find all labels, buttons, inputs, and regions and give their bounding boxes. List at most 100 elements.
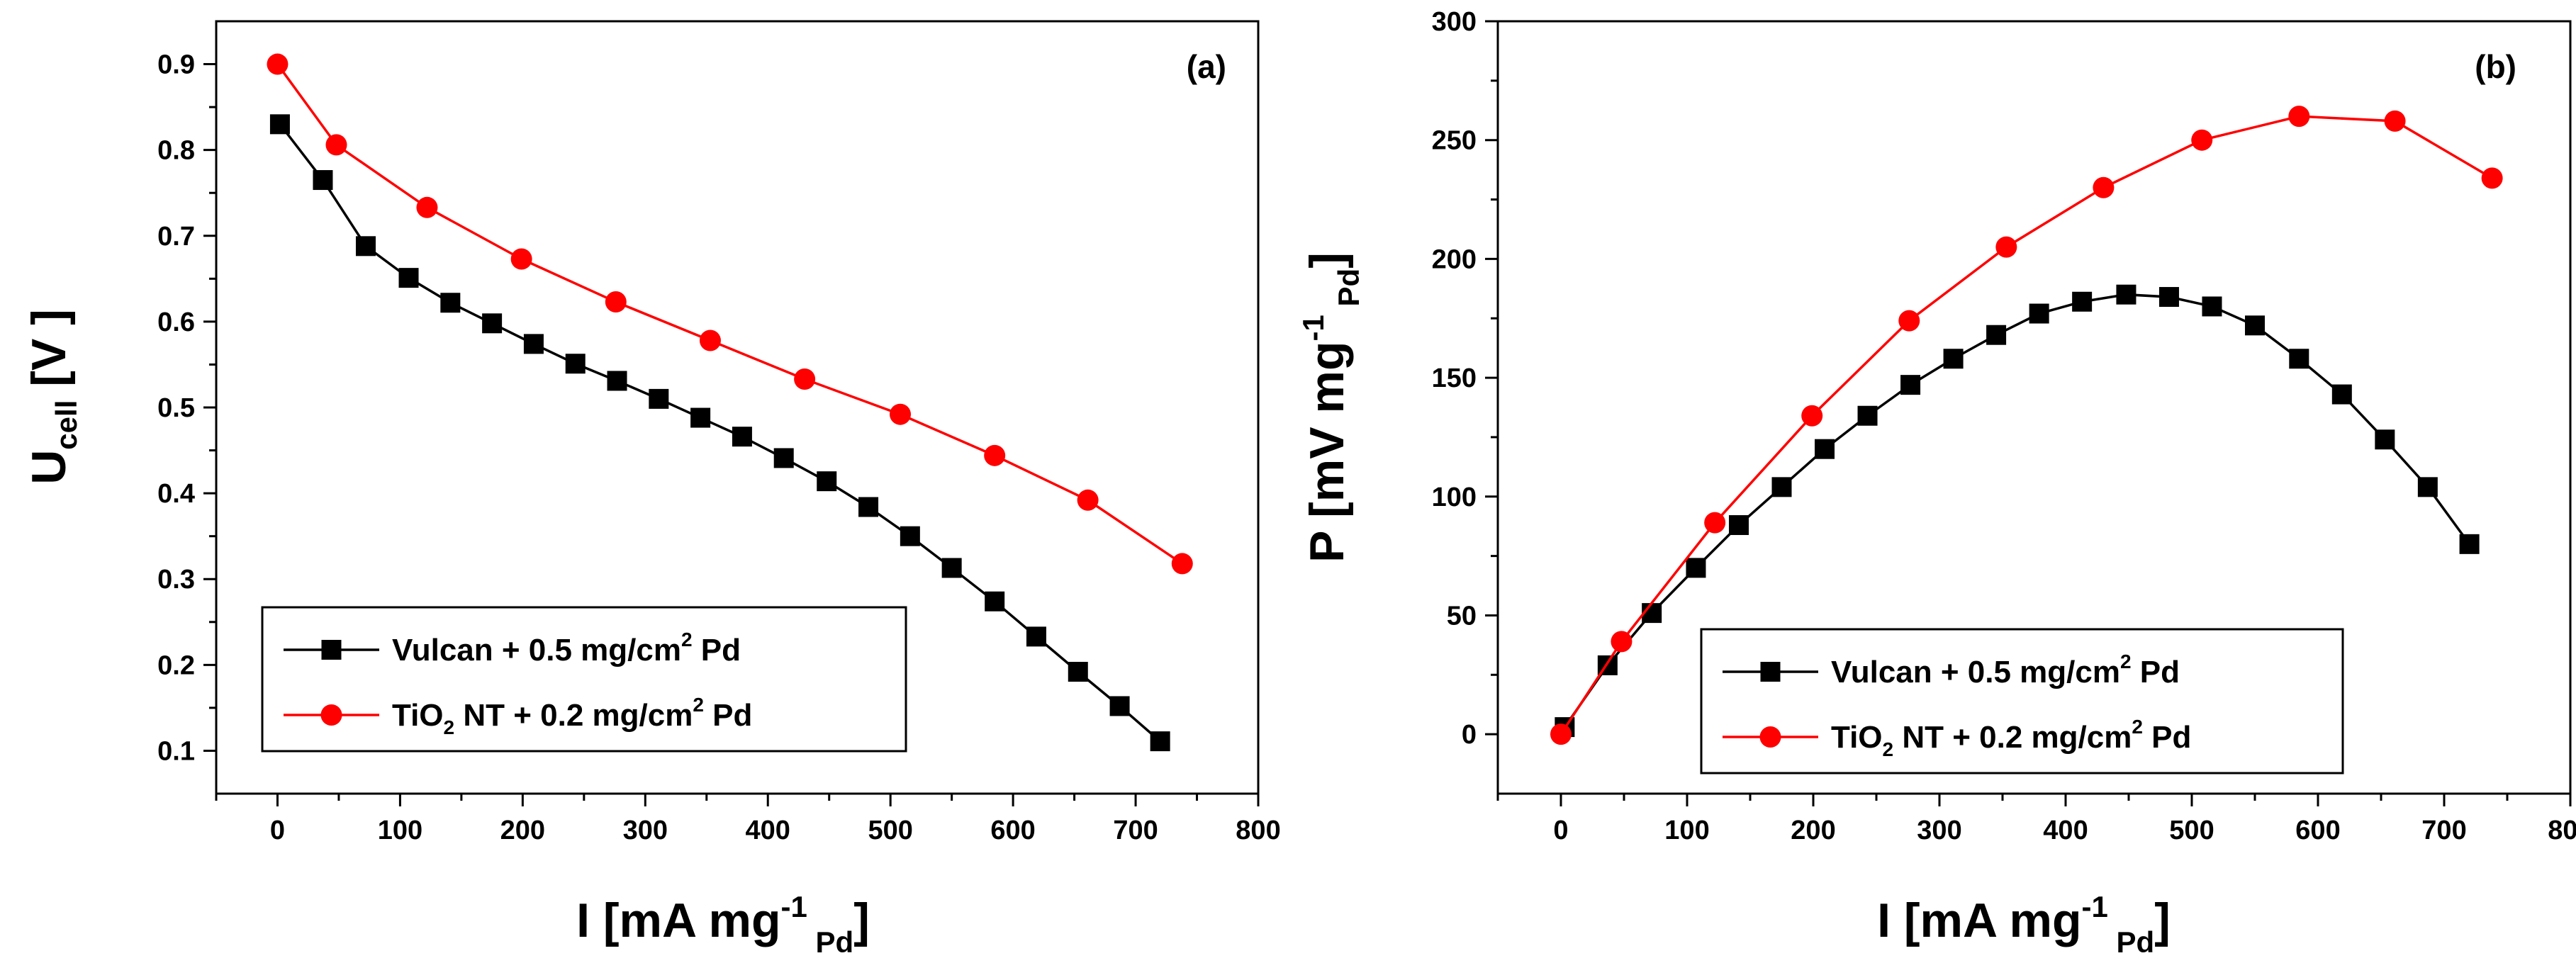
data-point-circle [267, 53, 289, 75]
data-point-square [649, 388, 669, 409]
data-point-square [2245, 315, 2265, 336]
data-point-square [1815, 439, 1835, 459]
panel-a-legend-box [261, 606, 907, 753]
data-point-circle [2481, 167, 2503, 189]
panel-b-xtick-label: 200 [1791, 816, 1835, 845]
data-point-square [1900, 375, 1921, 395]
panel-a-legend-entry-vulcan: Vulcan + 0.5 mg/cm2 Pd [284, 629, 741, 668]
data-point-square [1026, 626, 1046, 647]
data-point-square [1109, 696, 1130, 716]
panel-a-x-axis-title: I [mA mg-1 Pd] [576, 890, 870, 959]
panel-a: 0 100 200 300 400 500 600 700 800 0.1 0.2 0.3 0.4 0.5… [22, 20, 1281, 959]
panel-a-ytick-label: 0.8 [157, 136, 195, 166]
panel-b-y-axis-title: P [mV mg-1 Pd] [1297, 252, 1365, 563]
data-point-square [941, 558, 962, 578]
data-point-square [900, 526, 920, 546]
panel-b-xtick-label: 0 [1553, 816, 1568, 845]
data-point-square [2331, 384, 2352, 405]
panel-b-ytick-label: 150 [1432, 364, 1477, 393]
panel-a-ytick-label: 0.4 [157, 479, 195, 509]
data-point-circle [1801, 405, 1823, 427]
data-point-square [1943, 349, 1964, 369]
data-point-circle [1898, 310, 1920, 332]
panel-a-label: (a) [1187, 48, 1226, 85]
panel-b-label: (b) [2475, 48, 2516, 85]
data-point-square [773, 448, 794, 468]
panel-a-series-tio2-line [276, 63, 1183, 565]
data-point-circle [1704, 512, 1726, 534]
data-point-circle [984, 444, 1006, 466]
data-point-circle [1550, 723, 1572, 745]
panel-a-legend: Vulcan + 0.5 mg/cm2 Pd TiO2 NT + 0.2 mg/c… [261, 606, 907, 753]
panel-b-xtick-label: 300 [1917, 816, 1961, 845]
panel-b-legend-entry-vulcan: Vulcan + 0.5 mg/cm2 Pd [1723, 651, 2180, 689]
panel-b: 0 100 200 300 400 500 600 700 800 0 50 100 150 200 250… [1297, 7, 2576, 959]
panel-a-ytick-label: 0.3 [157, 565, 195, 595]
data-point-square [1857, 405, 1878, 426]
panel-b-ytick-label: 50 [1447, 601, 1477, 631]
data-point-square [482, 313, 503, 334]
panel-a-xtick-label: 600 [990, 816, 1035, 845]
data-point-square [1068, 662, 1088, 682]
panel-b-ytick-label: 250 [1432, 126, 1477, 156]
data-point-square [817, 471, 837, 492]
data-point-circle [1171, 553, 1193, 575]
data-point-circle [699, 330, 721, 351]
data-point-square [355, 236, 376, 257]
data-point-circle [890, 403, 912, 425]
panel-b-legend-box [1700, 628, 2344, 775]
data-point-square [523, 334, 544, 354]
panel-b-xtick-label: 400 [2043, 816, 2088, 845]
data-point-circle [605, 291, 627, 313]
panel-a-xtick-label: 400 [746, 816, 790, 845]
data-point-square [2417, 477, 2438, 497]
panel-a-ytick-label: 0.2 [157, 651, 195, 680]
data-point-square [1686, 558, 1706, 578]
data-point-square [732, 427, 752, 447]
data-point-square [2459, 534, 2480, 554]
panel-a-xtick-label: 500 [868, 816, 912, 845]
panel-a-xtick-label: 100 [378, 816, 422, 845]
data-point-circle [2288, 106, 2310, 128]
panel-a-series-vulcan-line [279, 123, 1161, 743]
data-point-square [2375, 429, 2395, 450]
panel-b-plot-frame [1496, 20, 2572, 795]
data-point-square [2029, 303, 2049, 324]
data-point-square [985, 591, 1005, 612]
data-point-square [1771, 477, 1792, 497]
data-point-square [858, 497, 879, 517]
data-point-square [1728, 515, 1749, 536]
panel-a-ytick-label: 0.7 [157, 222, 195, 252]
panel-a-ytick-label: 0.9 [157, 50, 195, 80]
data-point-square [690, 407, 711, 428]
data-point-circle [2093, 176, 2115, 198]
data-point-circle [1611, 631, 1633, 653]
panel-b-legend-entry-vulcan-text: Vulcan + 0.5 mg/cm2 Pd [1831, 651, 2180, 689]
panel-b-ytick-label: 200 [1432, 244, 1477, 274]
panel-b-legend: Vulcan + 0.5 mg/cm2 Pd TiO2 NT + 0.2 mg/c… [1700, 628, 2344, 775]
panel-a-legend-entry-tio2-text: TiO2 NT + 0.2 mg/cm2 Pd [392, 694, 752, 738]
panel-a-xtick-label: 200 [500, 816, 545, 845]
panel-b-ytick-label: 100 [1432, 483, 1477, 512]
panel-a-ytick-label: 0.5 [157, 393, 195, 423]
data-point-circle [1995, 236, 2017, 258]
panel-b-xtick-label: 600 [2295, 816, 2340, 845]
panel-b-ytick-label: 300 [1432, 7, 1477, 37]
panel-b-xtick-label: 500 [2169, 816, 2214, 845]
data-point-square [313, 170, 333, 191]
data-point-circle [794, 368, 816, 390]
panel-a-ytick-label: 0.1 [157, 736, 195, 766]
panel-b-series-tio2 [1550, 106, 2503, 745]
data-point-square [2289, 349, 2309, 369]
data-point-square [1150, 731, 1170, 752]
data-point-square [1986, 325, 2007, 345]
data-point-circle [416, 196, 438, 218]
data-point-square [398, 268, 419, 288]
data-point-circle [510, 248, 532, 270]
data-point-square [2116, 284, 2137, 305]
data-point-circle [325, 134, 347, 156]
data-point-square [2072, 291, 2093, 312]
panel-a-legend-entry-tio2: TiO2 NT + 0.2 mg/cm2 Pd [284, 694, 752, 738]
data-point-square [565, 354, 586, 374]
data-point-square [2202, 296, 2222, 317]
